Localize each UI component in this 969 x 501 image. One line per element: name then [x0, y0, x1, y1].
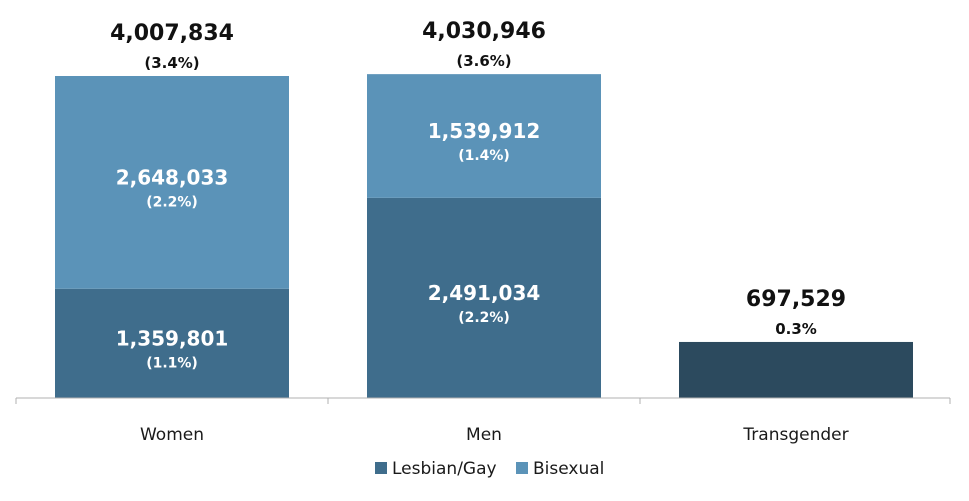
data-pct-women-bisexual: (2.2%)	[146, 194, 198, 210]
total-pct-men: (3.6%)	[456, 52, 511, 70]
legend: Lesbian/Gay Bisexual	[375, 459, 604, 479]
legend-label-bisexual: Bisexual	[533, 459, 604, 479]
total-pct-women: (3.4%)	[144, 54, 199, 72]
data-pct-men-bisexual: (1.4%)	[458, 148, 510, 164]
x-tick-label-transgender: Transgender	[742, 425, 848, 445]
data-pct-women-lesbian-gay: (1.1%)	[146, 355, 198, 371]
x-tick-label-women: Women	[140, 425, 204, 445]
data-label-women-lesbian-gay: 1,359,801	[116, 326, 229, 350]
total-label-men: 4,030,946	[422, 19, 546, 44]
data-label-men-lesbian-gay: 2,491,034	[428, 281, 541, 305]
x-axis-ticks	[15, 398, 951, 404]
legend-label-lesbian-gay: Lesbian/Gay	[392, 459, 497, 479]
data-label-women-bisexual: 2,648,033	[116, 165, 229, 189]
data-label-men-bisexual: 1,539,912	[428, 119, 541, 143]
x-tick-label-men: Men	[466, 425, 502, 445]
labels-layer: Women Men Transgender 1,359,801 (1.1%) 2,648,…	[110, 19, 849, 445]
total-label-transgender: 697,529	[746, 287, 846, 312]
bar-men-lesbian-gay	[367, 197, 601, 398]
bar-transgender-total	[679, 341, 913, 398]
legend-swatch-bisexual	[516, 462, 528, 474]
bar-women-lesbian-gay	[55, 288, 289, 398]
bar-women-bisexual	[55, 76, 289, 289]
total-pct-transgender: 0.3%	[775, 320, 817, 338]
bar-men-bisexual	[367, 74, 601, 198]
legend-swatch-lesbian-gay	[375, 462, 387, 474]
data-pct-men-lesbian-gay: (2.2%)	[458, 310, 510, 326]
bars-layer	[55, 74, 913, 398]
total-label-women: 4,007,834	[110, 21, 234, 46]
